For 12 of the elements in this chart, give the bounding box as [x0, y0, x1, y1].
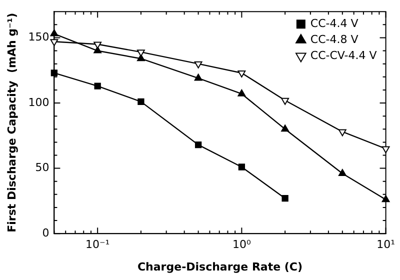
x-axis-title: Charge-Discharge Rate (C)	[137, 260, 303, 274]
y-tick-label: 150	[28, 30, 50, 44]
x-tick-label: 10⁻¹	[85, 238, 110, 252]
legend-label: CC-4.4 V	[310, 16, 359, 30]
y-axis-title: First Discharge Capacity (mAh g⁻¹)	[5, 12, 18, 232]
legend-label: CC-CV-4.4 V	[310, 48, 378, 62]
y-tick-label: 50	[35, 161, 50, 174]
y-tick-label: 100	[28, 96, 50, 109]
x-tick-label: 10¹	[376, 238, 396, 252]
legend-label: CC-4.8 V	[310, 32, 359, 46]
x-tick-label: 10⁰	[232, 238, 252, 252]
y-tick-label: 0	[42, 226, 50, 240]
